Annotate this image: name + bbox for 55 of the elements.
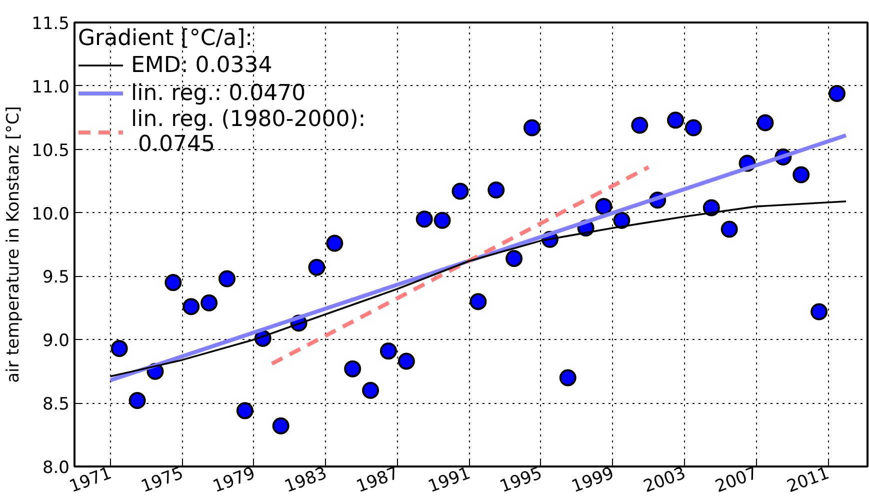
point [524,119,540,136]
point [200,294,218,312]
y-tick-label: 9.0 [42,331,70,352]
point [631,116,648,134]
point [470,293,487,310]
point [488,181,505,198]
point [218,270,236,288]
x-tick-label: 1983 [282,464,330,498]
point [506,250,523,267]
x-tick-label: 1991 [426,464,474,498]
point [667,112,684,129]
x-tick-label: 1995 [497,464,545,498]
point [164,274,182,292]
point [236,402,254,420]
x-tick-label: 2007 [712,464,760,498]
y-tick-label: 11.5 [32,14,70,34]
point [792,166,810,184]
point [362,382,380,399]
legend-label: lin. reg. (1980-2000): 0.0745 [131,107,366,157]
point [559,369,576,386]
y-axis-title: air temperature in Konstanz [°C] [4,106,24,383]
point [128,392,146,410]
y-tick-label: 10.5 [32,140,70,161]
x-tick-label: 2003 [640,464,688,498]
point [720,220,738,238]
legend-label: lin. reg.: 0.0470 [131,80,306,107]
x-tick-label: 1999 [569,464,617,498]
y-tick-label: 10.0 [32,204,70,224]
point [182,298,200,316]
point [756,114,774,132]
point [810,303,828,320]
legend-label: EMD: 0.0334 [131,52,272,79]
x-tick-label: 1975 [138,464,186,498]
y-tick-label: 8.5 [42,394,70,415]
x-tick-label: 1987 [354,464,402,498]
point [110,340,128,358]
point [416,210,433,228]
point [595,198,612,215]
point [326,234,344,252]
point [272,417,290,434]
point [308,258,326,276]
point [828,85,846,102]
point [452,182,469,200]
y-tick-label: 9.5 [42,268,70,288]
y-tick-label: 8.0 [42,458,70,478]
point [613,212,630,229]
point [398,352,415,370]
point [434,212,451,229]
x-tick-label: 1979 [210,464,258,498]
point [344,360,362,378]
point [380,342,397,360]
y-tick-label: 11.0 [32,77,70,98]
x-tick-label: 2011 [784,464,832,498]
point [684,119,702,136]
legend-title: Gradient [°C/a]: [78,26,254,51]
